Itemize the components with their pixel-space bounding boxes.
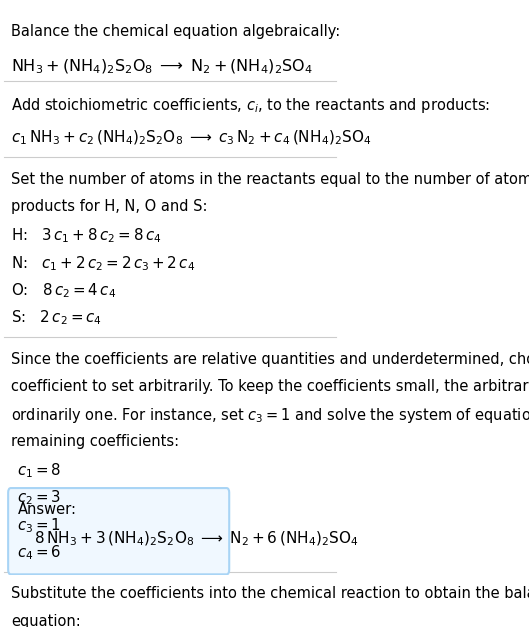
- Text: O:   $8\,c_2 = 4\,c_4$: O: $8\,c_2 = 4\,c_4$: [11, 282, 116, 300]
- FancyBboxPatch shape: [8, 488, 229, 574]
- Text: remaining coefficients:: remaining coefficients:: [11, 434, 179, 449]
- Text: $c_4 = 6$: $c_4 = 6$: [17, 544, 62, 562]
- Text: Balance the chemical equation algebraically:: Balance the chemical equation algebraica…: [11, 24, 340, 39]
- Text: coefficient to set arbitrarily. To keep the coefficients small, the arbitrary va: coefficient to set arbitrarily. To keep …: [11, 379, 529, 394]
- Text: equation:: equation:: [11, 614, 80, 627]
- Text: Answer:: Answer:: [17, 502, 77, 517]
- Text: ordinarily one. For instance, set $c_3 = 1$ and solve the system of equations fo: ordinarily one. For instance, set $c_3 =…: [11, 406, 529, 425]
- Text: H:   $3\,c_1 + 8\,c_2 = 8\,c_4$: H: $3\,c_1 + 8\,c_2 = 8\,c_4$: [11, 226, 161, 245]
- Text: S:   $2\,c_2 = c_4$: S: $2\,c_2 = c_4$: [11, 308, 102, 327]
- Text: $8\, \mathrm{NH_3} + 3\, \mathrm{(NH_4)_2S_2O_8} \;\longrightarrow\; \mathrm{N_2: $8\, \mathrm{NH_3} + 3\, \mathrm{(NH_4)_…: [34, 530, 359, 548]
- Text: Set the number of atoms in the reactants equal to the number of atoms in the: Set the number of atoms in the reactants…: [11, 172, 529, 187]
- Text: Substitute the coefficients into the chemical reaction to obtain the balanced: Substitute the coefficients into the che…: [11, 586, 529, 601]
- Text: Add stoichiometric coefficients, $c_i$, to the reactants and products:: Add stoichiometric coefficients, $c_i$, …: [11, 95, 490, 115]
- Text: $c_2 = 3$: $c_2 = 3$: [17, 488, 61, 507]
- Text: $c_1\, \mathrm{NH_3} + c_2\, \mathrm{(NH_4)_2S_2O_8} \;\longrightarrow\; c_3\, \: $c_1\, \mathrm{NH_3} + c_2\, \mathrm{(NH…: [11, 129, 371, 147]
- Text: Since the coefficients are relative quantities and underdetermined, choose a: Since the coefficients are relative quan…: [11, 352, 529, 367]
- Text: N:   $c_1 + 2\,c_2 = 2\,c_3 + 2\,c_4$: N: $c_1 + 2\,c_2 = 2\,c_3 + 2\,c_4$: [11, 254, 195, 273]
- Text: products for H, N, O and S:: products for H, N, O and S:: [11, 199, 207, 214]
- Text: $\mathrm{NH_3 + (NH_4)_2S_2O_8 \;\longrightarrow\; N_2 + (NH_4)_2SO_4}$: $\mathrm{NH_3 + (NH_4)_2S_2O_8 \;\longri…: [11, 57, 313, 76]
- Text: $c_1 = 8$: $c_1 = 8$: [17, 461, 62, 480]
- Text: $c_3 = 1$: $c_3 = 1$: [17, 516, 61, 535]
